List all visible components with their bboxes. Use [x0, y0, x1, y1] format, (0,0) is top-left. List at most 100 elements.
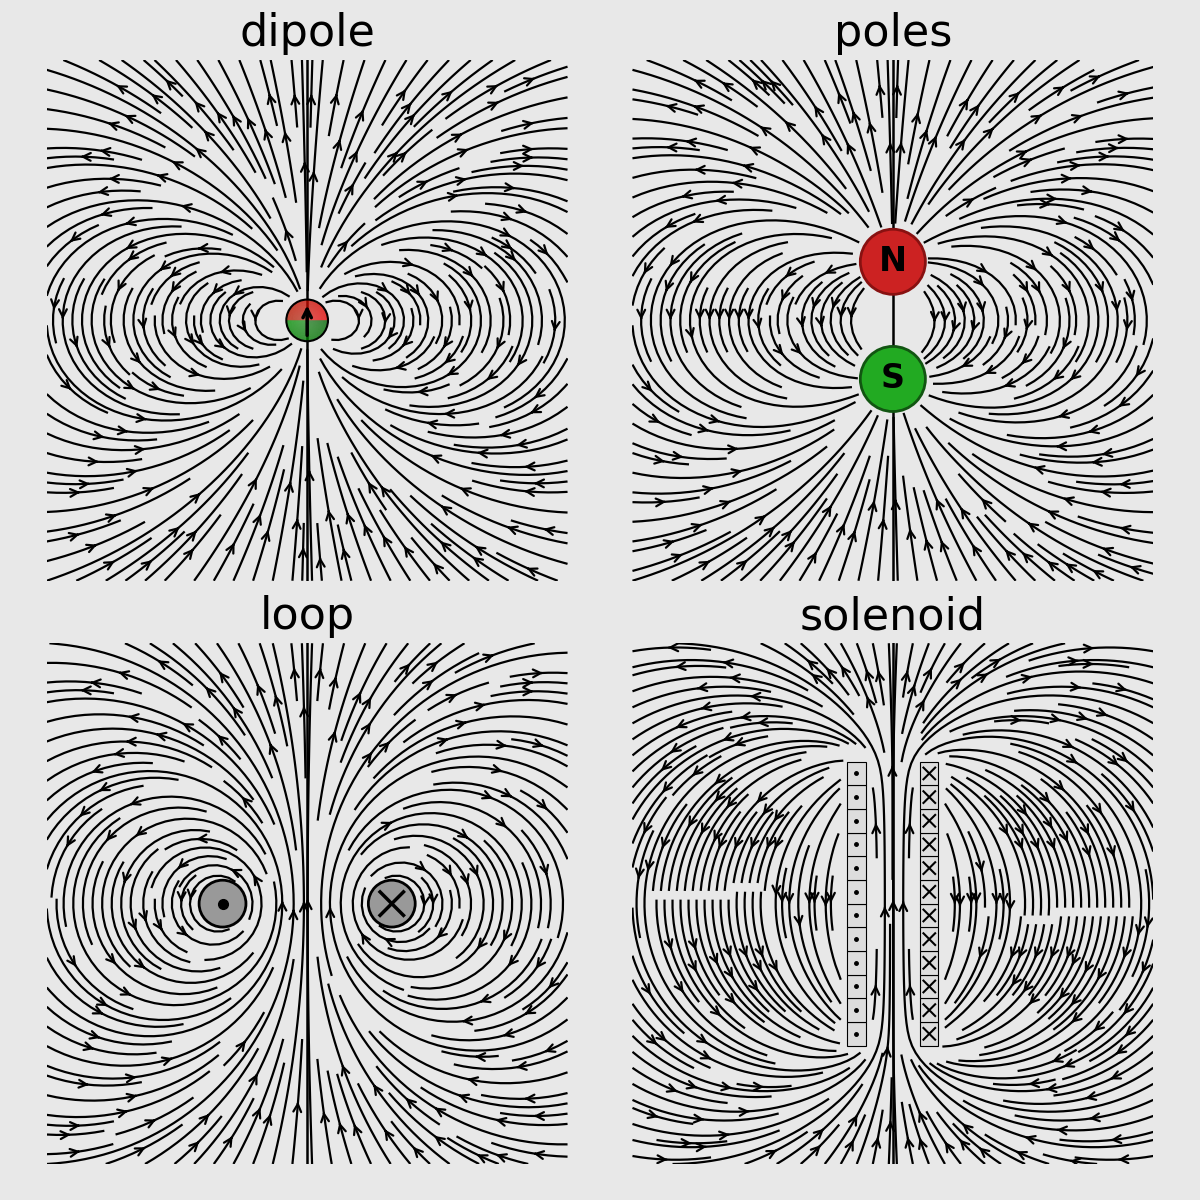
FancyArrowPatch shape: [946, 1142, 954, 1152]
FancyArrowPatch shape: [1044, 817, 1052, 828]
FancyArrowPatch shape: [731, 674, 740, 683]
FancyArrowPatch shape: [908, 685, 916, 695]
FancyArrowPatch shape: [403, 336, 412, 346]
FancyArrowPatch shape: [101, 784, 110, 791]
FancyArrowPatch shape: [686, 1081, 697, 1088]
FancyArrowPatch shape: [642, 984, 650, 994]
FancyArrowPatch shape: [1009, 94, 1019, 102]
FancyArrowPatch shape: [667, 144, 677, 151]
FancyArrowPatch shape: [1072, 371, 1080, 379]
FancyArrowPatch shape: [666, 281, 673, 290]
FancyArrowPatch shape: [97, 997, 107, 1006]
FancyArrowPatch shape: [797, 317, 805, 326]
FancyArrowPatch shape: [665, 940, 672, 949]
FancyArrowPatch shape: [976, 862, 984, 871]
FancyArrowPatch shape: [300, 708, 308, 716]
FancyArrowPatch shape: [636, 869, 643, 878]
FancyArrowPatch shape: [827, 668, 836, 678]
FancyArrowPatch shape: [823, 506, 830, 516]
FancyArrowPatch shape: [1112, 301, 1120, 310]
FancyArrowPatch shape: [689, 940, 696, 949]
FancyArrowPatch shape: [673, 452, 682, 460]
Bar: [847, 809, 865, 833]
Wedge shape: [299, 301, 307, 320]
FancyArrowPatch shape: [119, 281, 126, 290]
FancyArrowPatch shape: [1040, 793, 1050, 803]
Bar: [847, 762, 865, 785]
FancyArrowPatch shape: [1109, 144, 1117, 152]
FancyArrowPatch shape: [329, 732, 336, 742]
FancyArrowPatch shape: [1072, 115, 1081, 122]
FancyArrowPatch shape: [937, 500, 943, 510]
FancyArrowPatch shape: [709, 415, 719, 422]
FancyArrowPatch shape: [463, 266, 473, 276]
Wedge shape: [295, 320, 307, 337]
FancyArrowPatch shape: [270, 744, 277, 754]
FancyArrowPatch shape: [463, 1016, 472, 1025]
FancyArrowPatch shape: [289, 911, 298, 919]
Wedge shape: [296, 302, 307, 320]
FancyArrowPatch shape: [972, 320, 979, 330]
FancyArrowPatch shape: [354, 1126, 361, 1135]
FancyArrowPatch shape: [382, 822, 391, 830]
FancyArrowPatch shape: [470, 865, 478, 875]
Wedge shape: [307, 320, 322, 336]
FancyArrowPatch shape: [698, 425, 708, 432]
FancyArrowPatch shape: [509, 527, 517, 534]
FancyArrowPatch shape: [121, 988, 130, 995]
FancyArrowPatch shape: [739, 1108, 749, 1116]
FancyArrowPatch shape: [1063, 740, 1073, 748]
Wedge shape: [287, 320, 307, 325]
FancyArrowPatch shape: [750, 148, 760, 155]
FancyArrowPatch shape: [1018, 805, 1026, 815]
Wedge shape: [307, 320, 322, 336]
FancyArrowPatch shape: [1012, 716, 1021, 724]
FancyArrowPatch shape: [86, 545, 96, 552]
FancyArrowPatch shape: [233, 116, 241, 126]
FancyArrowPatch shape: [143, 488, 152, 496]
FancyArrowPatch shape: [1136, 925, 1144, 935]
FancyArrowPatch shape: [814, 1129, 823, 1139]
FancyArrowPatch shape: [479, 450, 487, 457]
FancyArrowPatch shape: [1116, 684, 1126, 691]
Wedge shape: [290, 307, 307, 320]
FancyArrowPatch shape: [274, 696, 282, 706]
FancyArrowPatch shape: [692, 767, 702, 775]
FancyArrowPatch shape: [1006, 551, 1015, 560]
FancyArrowPatch shape: [190, 1142, 198, 1151]
Wedge shape: [307, 307, 324, 320]
FancyArrowPatch shape: [349, 152, 356, 162]
FancyArrowPatch shape: [786, 542, 794, 551]
FancyArrowPatch shape: [475, 703, 485, 710]
FancyArrowPatch shape: [960, 1140, 970, 1150]
FancyArrowPatch shape: [445, 354, 455, 362]
FancyArrowPatch shape: [89, 457, 97, 466]
FancyArrowPatch shape: [1064, 498, 1074, 505]
Wedge shape: [307, 302, 318, 320]
Circle shape: [199, 880, 246, 928]
FancyArrowPatch shape: [689, 816, 697, 827]
FancyArrowPatch shape: [535, 389, 545, 397]
Wedge shape: [287, 314, 307, 320]
FancyArrowPatch shape: [962, 1124, 972, 1133]
FancyArrowPatch shape: [523, 121, 533, 128]
FancyArrowPatch shape: [487, 86, 497, 94]
Circle shape: [860, 229, 925, 294]
FancyArrowPatch shape: [500, 228, 510, 236]
FancyArrowPatch shape: [767, 1151, 776, 1158]
Wedge shape: [301, 300, 307, 320]
FancyArrowPatch shape: [1118, 91, 1128, 100]
Wedge shape: [287, 320, 307, 323]
Bar: [847, 833, 865, 857]
FancyArrowPatch shape: [60, 1132, 70, 1139]
Bar: [920, 880, 938, 904]
FancyArrowPatch shape: [106, 515, 115, 522]
FancyArrowPatch shape: [779, 893, 786, 902]
FancyArrowPatch shape: [250, 1075, 257, 1085]
FancyArrowPatch shape: [1118, 136, 1127, 143]
Wedge shape: [294, 304, 307, 320]
FancyArrowPatch shape: [224, 1138, 232, 1147]
FancyArrowPatch shape: [647, 1036, 656, 1044]
FancyArrowPatch shape: [389, 329, 397, 337]
FancyArrowPatch shape: [157, 733, 167, 740]
